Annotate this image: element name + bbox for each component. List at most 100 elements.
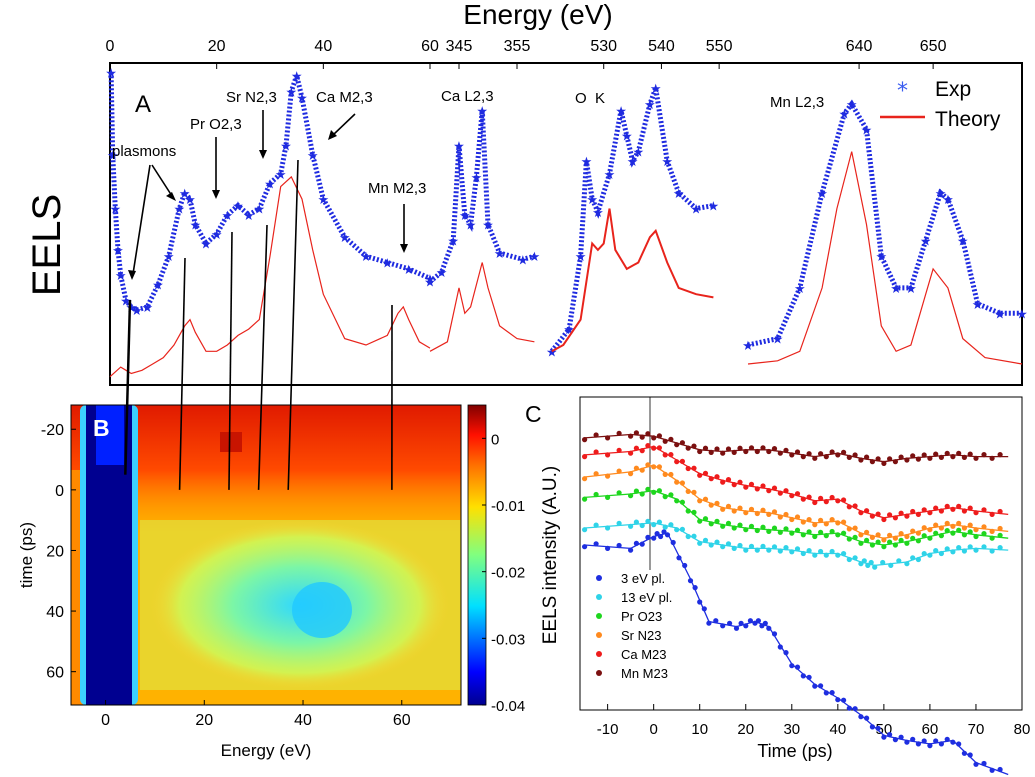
panel-c-point [691,465,697,471]
panel-c-point [766,511,772,517]
panel-c-point [731,508,737,514]
panel-c-point [812,499,818,506]
exp-point: ★ [592,206,604,221]
panel-c-point [800,550,806,557]
panel-c-point [771,446,778,452]
exp-point: ★ [459,209,471,224]
panel-c-point [841,449,847,455]
panel-c-point [593,449,599,455]
panel-c-point [639,467,645,473]
panel-a-annotations: plasmons Pr O2,3 Sr N2,3 Ca M2,3 Mn M2,3… [112,88,824,197]
panel-c-xtick-label: 0 [649,721,657,738]
panel-b-ytick-label: -20 [41,422,64,439]
panel-c-point [933,530,939,536]
exp-point: ★ [222,209,234,224]
panel-c-point [794,546,801,552]
panel-c-point [679,440,686,446]
panel-c-point [697,540,703,546]
panel-c-point [794,514,801,520]
panel-c-point [691,533,697,539]
panel-c-point [582,454,588,460]
panel-c-point [921,452,927,458]
exp-point: ★ [546,345,558,360]
annotation-plasmons: plasmons [112,143,176,160]
theory-line-O_K [551,208,714,353]
colorbar-label: EELS intensity (A.U.) [540,466,561,644]
panel-c-point [662,452,668,458]
exp-trace-O_K [549,78,714,353]
panel-c-point [702,470,709,476]
panel-c-point [645,518,651,524]
panel-c-point [656,519,663,525]
panel-c-point [950,530,956,536]
panel-c-point [950,454,956,460]
panel-c-point [938,454,945,460]
panel-c-point [747,618,754,624]
panel-c-point [628,450,634,456]
panel-c-point [651,522,657,528]
panel-c-point [720,506,726,512]
panel-c-point [892,459,899,465]
panel-c-point [818,495,824,501]
panel-c-point [582,437,588,443]
panel-c-point [852,525,858,531]
panel-c-point [748,543,755,550]
legend-entry: 3 eV pl. [621,571,665,586]
panel-c-point [800,532,806,538]
panel-c-point [605,452,611,458]
panel-c-point [841,697,847,703]
panel-c-point [904,513,910,519]
exp-point: ★ [1016,307,1028,322]
panel-c-point [835,532,841,538]
exp-point: ★ [529,250,541,265]
panel-c-point [656,488,663,494]
panel-b-xlabel: Energy (eV) [221,741,312,760]
panel-c-point [800,673,806,679]
panel-c-point [628,493,634,499]
panel-c-point [662,438,668,444]
panel-c-point [692,585,698,591]
exp-point: ★ [633,146,645,161]
panel-b-label: B [93,415,110,441]
panel-a-tick-label: 345 [446,38,473,55]
panel-b-ytick-label: 40 [46,604,64,621]
guide-line [257,224,268,490]
panel-c-point [731,525,737,531]
panel-c-point [852,534,858,541]
panel-c-point [748,506,755,512]
theory-line-Ca_L23 [429,262,535,352]
panel-c-point [654,531,660,537]
panel-c-point [685,488,691,494]
panel-c-point [864,529,870,535]
panel-c-point [933,451,939,457]
panel-c-point [904,739,910,745]
panel-c-point [800,519,806,525]
panel-c-point [887,512,893,518]
exp-point: ★ [254,203,266,218]
exp-point: ★ [184,193,196,208]
panel-a-tick-label: 60 [421,38,439,55]
panel-c-point [605,494,611,500]
exp-point: ★ [142,301,154,316]
panel-c-point [818,451,824,457]
panel-c-point [725,446,732,452]
legend-marker [596,651,602,657]
panel-c-point [794,664,801,670]
exp-point: ★ [708,199,720,214]
panel-c-point [668,471,674,478]
panel-c-point [881,544,887,550]
panel-c-point [910,528,916,534]
panel-c-point [967,752,973,758]
panel-c-point [852,706,858,712]
panel-c-point [915,741,922,747]
panel-c-point [582,476,588,482]
exp-point: ★ [126,301,138,316]
panel-c-point [783,526,789,532]
panel-c-point [697,599,703,605]
panel-c-point [754,510,760,517]
exp-point: ★ [742,339,754,354]
panel-c-point [633,430,640,436]
panel-c-point [685,533,691,540]
panel-c-point [961,548,968,554]
panel-c-point [938,533,945,539]
